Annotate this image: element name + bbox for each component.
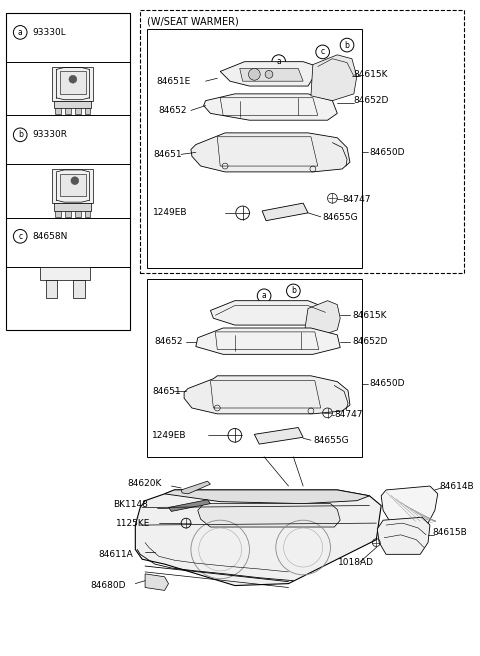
Text: 84747: 84747 bbox=[335, 411, 363, 419]
Polygon shape bbox=[73, 280, 84, 298]
Polygon shape bbox=[46, 280, 57, 298]
Polygon shape bbox=[210, 300, 330, 325]
Text: 84655G: 84655G bbox=[313, 436, 348, 445]
Text: 84620K: 84620K bbox=[128, 479, 162, 487]
Polygon shape bbox=[204, 94, 337, 120]
Text: 84658N: 84658N bbox=[32, 232, 67, 241]
Text: 84615K: 84615K bbox=[354, 70, 388, 79]
Polygon shape bbox=[240, 68, 303, 81]
Text: 84651: 84651 bbox=[152, 387, 180, 396]
Text: b: b bbox=[291, 287, 296, 295]
Text: 93330R: 93330R bbox=[32, 131, 67, 139]
Bar bbox=[6, 13, 131, 62]
Text: b: b bbox=[18, 131, 23, 139]
Bar bbox=[147, 30, 361, 268]
Text: 84614B: 84614B bbox=[440, 482, 474, 491]
Text: 93330L: 93330L bbox=[32, 28, 66, 37]
Polygon shape bbox=[60, 72, 85, 94]
Text: 84651E: 84651E bbox=[157, 77, 191, 86]
Polygon shape bbox=[54, 100, 91, 108]
Text: 1018AD: 1018AD bbox=[338, 558, 374, 567]
Polygon shape bbox=[54, 203, 91, 211]
Text: a: a bbox=[18, 28, 23, 37]
Polygon shape bbox=[220, 62, 318, 86]
Polygon shape bbox=[191, 133, 350, 172]
Text: (W/SEAT WARMER): (W/SEAT WARMER) bbox=[147, 16, 239, 27]
Text: 84650D: 84650D bbox=[370, 379, 405, 388]
Bar bbox=[6, 13, 131, 330]
Text: 84615K: 84615K bbox=[352, 311, 386, 320]
Polygon shape bbox=[184, 376, 350, 414]
Text: 1249EB: 1249EB bbox=[153, 209, 187, 217]
Polygon shape bbox=[55, 211, 61, 216]
Polygon shape bbox=[52, 66, 94, 100]
Text: b: b bbox=[345, 41, 349, 50]
Text: 84611A: 84611A bbox=[98, 550, 133, 559]
Text: c: c bbox=[18, 232, 22, 241]
Text: 84652: 84652 bbox=[155, 337, 183, 346]
Text: 84680D: 84680D bbox=[90, 581, 126, 590]
Polygon shape bbox=[305, 300, 340, 336]
Polygon shape bbox=[196, 328, 340, 354]
Polygon shape bbox=[75, 108, 81, 114]
Text: 1249EB: 1249EB bbox=[152, 431, 186, 440]
Text: 1125KE: 1125KE bbox=[116, 519, 150, 527]
Polygon shape bbox=[254, 428, 303, 444]
Polygon shape bbox=[135, 490, 381, 586]
Circle shape bbox=[71, 176, 79, 184]
Text: 84652D: 84652D bbox=[352, 337, 387, 346]
Polygon shape bbox=[181, 481, 210, 494]
Circle shape bbox=[265, 70, 273, 78]
Polygon shape bbox=[168, 500, 210, 512]
Polygon shape bbox=[165, 490, 370, 504]
Text: 84747: 84747 bbox=[342, 195, 371, 204]
Text: 84652D: 84652D bbox=[354, 96, 389, 105]
Bar bbox=[6, 218, 131, 266]
Text: 84650D: 84650D bbox=[370, 148, 405, 157]
Polygon shape bbox=[84, 211, 90, 216]
Polygon shape bbox=[145, 574, 168, 590]
Polygon shape bbox=[84, 108, 90, 114]
Polygon shape bbox=[198, 504, 340, 527]
Text: 84655G: 84655G bbox=[323, 213, 358, 222]
Polygon shape bbox=[377, 518, 430, 554]
Polygon shape bbox=[381, 486, 438, 523]
Text: a: a bbox=[262, 291, 266, 300]
Polygon shape bbox=[40, 266, 90, 280]
Text: a: a bbox=[276, 57, 281, 66]
Polygon shape bbox=[52, 169, 94, 203]
Circle shape bbox=[249, 68, 260, 80]
Polygon shape bbox=[311, 55, 357, 100]
Circle shape bbox=[69, 75, 77, 83]
Text: 84651: 84651 bbox=[153, 150, 181, 159]
Polygon shape bbox=[262, 203, 308, 220]
Text: c: c bbox=[321, 47, 324, 56]
Polygon shape bbox=[65, 108, 71, 114]
Polygon shape bbox=[55, 108, 61, 114]
Bar bbox=[147, 279, 361, 457]
Text: BK1148: BK1148 bbox=[113, 500, 148, 509]
Bar bbox=[140, 10, 464, 274]
Polygon shape bbox=[75, 211, 81, 216]
Text: 84615B: 84615B bbox=[432, 528, 467, 537]
Polygon shape bbox=[65, 211, 71, 216]
Bar bbox=[6, 115, 131, 164]
Text: 84652: 84652 bbox=[159, 106, 187, 115]
Polygon shape bbox=[60, 174, 85, 196]
